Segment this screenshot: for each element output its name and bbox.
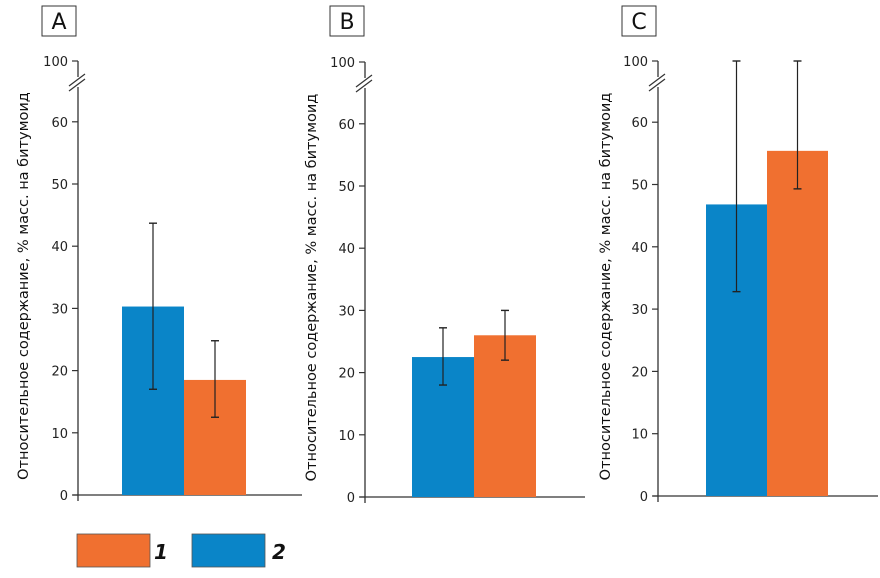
legend-swatch-2 bbox=[191, 533, 266, 568]
y-tick-label: 10 bbox=[631, 428, 648, 443]
legend-label-2: 2 bbox=[272, 540, 286, 564]
y-tick-label: 50 bbox=[631, 179, 648, 194]
y-tick-label: 100 bbox=[43, 55, 68, 70]
y-axis-label: Относительное содержание, % масс. на бит… bbox=[598, 93, 614, 481]
y-tick-label: 0 bbox=[60, 489, 68, 504]
y-tick-label: 30 bbox=[338, 304, 355, 319]
y-tick-label: 100 bbox=[330, 56, 355, 71]
panel-b: B 0 10 20 30 40 50 60 100 Относительное содержани… bbox=[304, 5, 585, 506]
y-tick-label: 40 bbox=[631, 241, 648, 256]
legend-label-1: 1 bbox=[154, 540, 168, 564]
bar-series-1 bbox=[767, 150, 828, 496]
axis-break-mark bbox=[648, 73, 666, 87]
y-tick-label: 60 bbox=[338, 118, 355, 133]
panel-a: A 0 10 20 30 40 50 60 100 Относительное содержани… bbox=[16, 5, 302, 504]
y-tick-label: 30 bbox=[51, 302, 68, 317]
axis-break-gap bbox=[75, 77, 81, 87]
y-tick-label: 10 bbox=[51, 427, 68, 442]
y-tick-label: 20 bbox=[51, 365, 68, 380]
y-tick-label: 60 bbox=[51, 116, 68, 131]
y-tick-label: 60 bbox=[631, 116, 648, 131]
panel-label-box bbox=[621, 5, 657, 37]
y-tick-label: 0 bbox=[640, 490, 648, 505]
y-tick-label: 20 bbox=[631, 365, 648, 380]
bar-series-1 bbox=[474, 335, 536, 497]
panel-label-box bbox=[41, 5, 77, 37]
axis-break-mark bbox=[648, 78, 666, 92]
y-tick-label: 20 bbox=[338, 367, 355, 382]
axis-break-gap bbox=[362, 78, 368, 88]
panel-c: C 0 10 20 30 40 50 60 100 Относительное содержани… bbox=[598, 5, 878, 505]
axis-break-mark bbox=[355, 79, 373, 93]
y-tick-label: 100 bbox=[623, 55, 648, 70]
axis-break-mark bbox=[68, 73, 86, 87]
y-tick-label: 40 bbox=[338, 242, 355, 257]
axis-break-mark bbox=[355, 74, 373, 88]
axis-break-mark bbox=[68, 78, 86, 92]
y-tick-label: 30 bbox=[631, 303, 648, 318]
panel-label: C bbox=[631, 10, 646, 35]
y-tick-label: 40 bbox=[51, 240, 68, 255]
y-axis-label: Относительное содержание, % масс. на бит… bbox=[16, 92, 32, 480]
panel-label: A bbox=[51, 10, 66, 35]
y-tick-label: 0 bbox=[347, 491, 355, 506]
y-tick-label: 50 bbox=[338, 180, 355, 195]
y-axis-label: Относительное содержание, % масс. на бит… bbox=[304, 94, 320, 482]
y-tick-label: 50 bbox=[51, 178, 68, 193]
legend-swatch-1 bbox=[76, 533, 151, 568]
panel-label: B bbox=[339, 10, 354, 35]
y-tick-label: 10 bbox=[338, 429, 355, 444]
axis-break-gap bbox=[655, 77, 661, 87]
panel-label-box bbox=[329, 5, 365, 37]
